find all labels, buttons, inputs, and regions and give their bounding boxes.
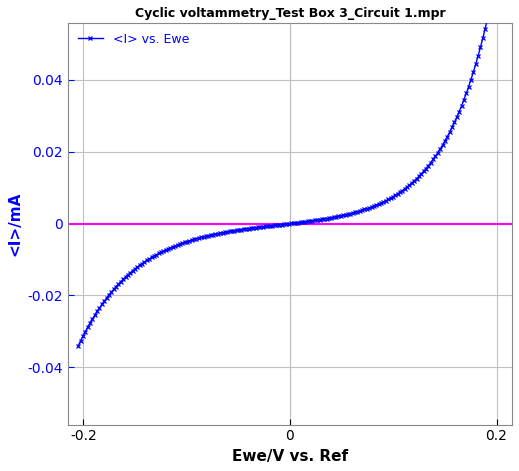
<I> vs. Ewe <box>125 272 131 278</box>
<I> vs. Ewe <box>452 120 458 125</box>
<I> vs. Ewe <box>236 227 242 233</box>
Line: <I> vs. Ewe: <I> vs. Ewe <box>76 0 504 348</box>
<I> vs. Ewe <box>75 343 81 349</box>
X-axis label: Ewe/V vs. Ref: Ewe/V vs. Ref <box>232 449 348 464</box>
<I> vs. Ewe <box>162 247 169 253</box>
Legend: <I> vs. Ewe: <I> vs. Ewe <box>74 29 193 49</box>
Title: Cyclic voltammetry_Test Box 3_Circuit 1.mpr: Cyclic voltammetry_Test Box 3_Circuit 1.… <box>134 7 445 20</box>
<I> vs. Ewe <box>82 329 88 334</box>
<I> vs. Ewe <box>484 16 490 21</box>
Y-axis label: <I>/mA: <I>/mA <box>7 191 22 256</box>
